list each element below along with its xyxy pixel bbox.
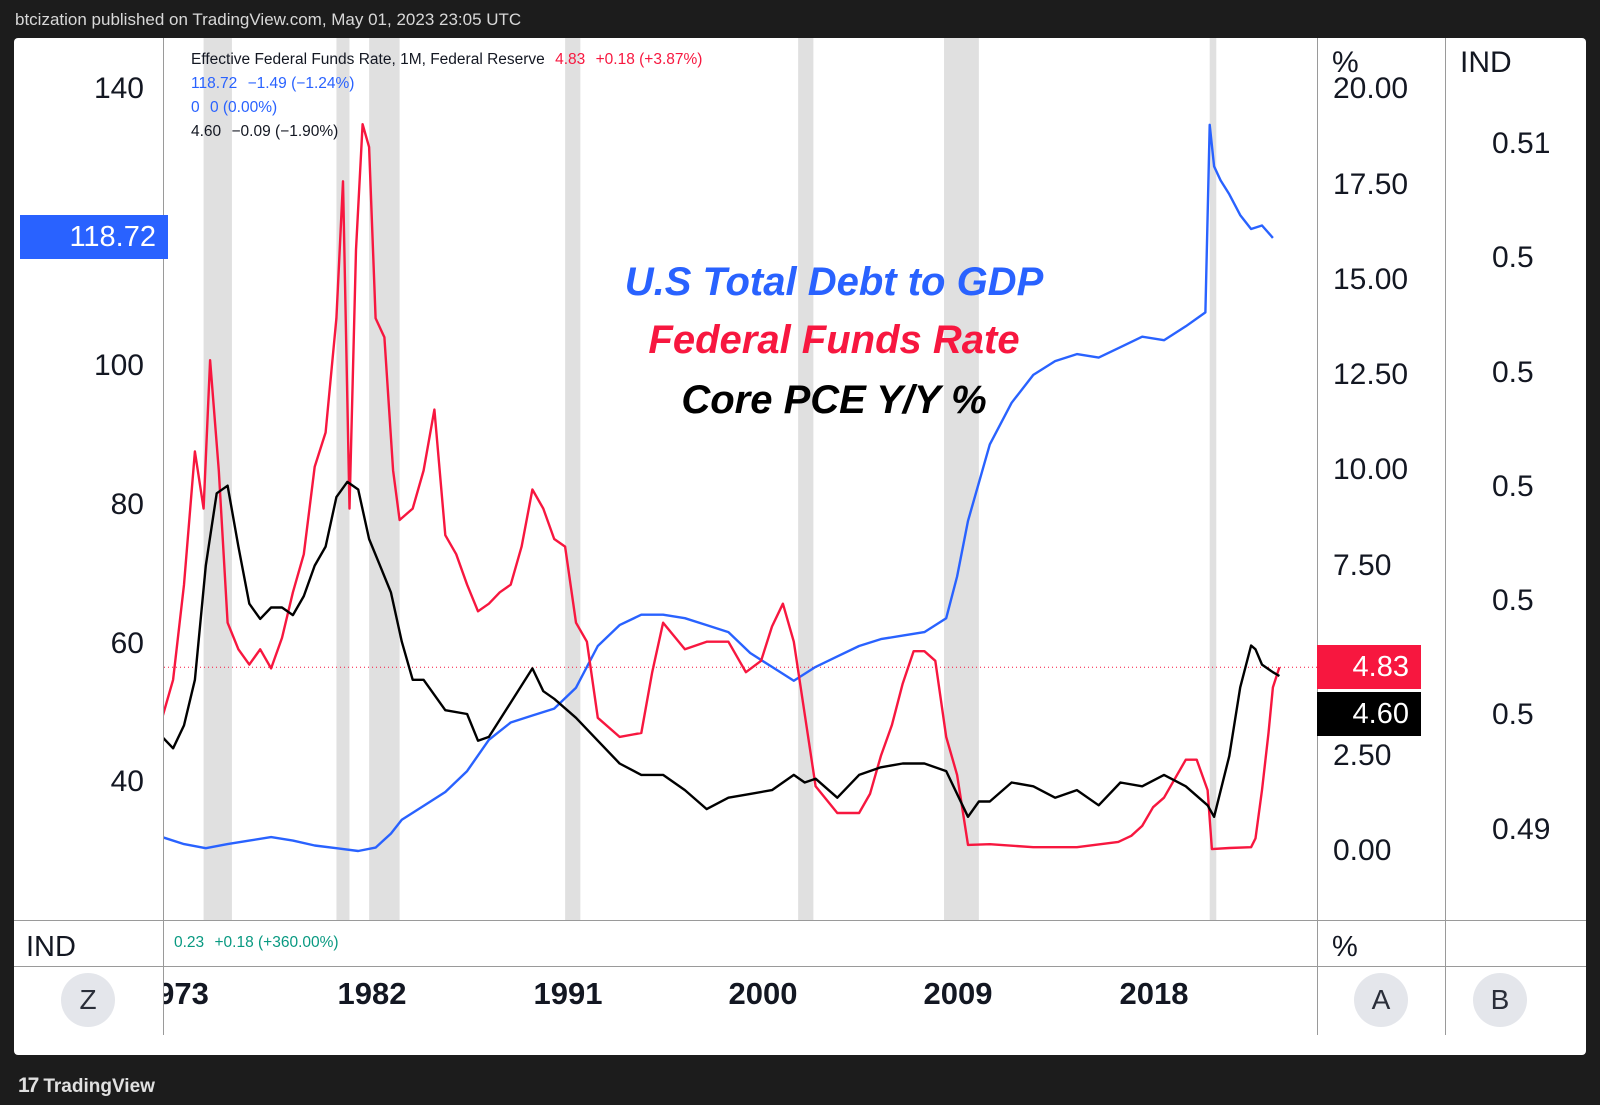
annotation-pce: Core PCE Y/Y % [681,378,987,422]
legend-debt-change: −1.49 (−1.24%) [247,75,355,92]
legend-zero-change: 0 (0.00%) [209,99,278,116]
recession-band-4 [565,38,581,920]
pane2-left-unit: IND [26,931,76,963]
right-tick-5: 0.5 [1492,698,1534,731]
right-tick-2: 0.5 [1492,356,1534,389]
right-tick-6: 0.49 [1492,813,1551,846]
legend-debt-value: 118.72 [191,75,238,92]
legend-pce-value: 4.60 [191,123,222,140]
x-tick-2009: 2009 [923,976,993,1011]
x-tick-1973: 973 [164,976,209,1011]
mid-tick-10: 10.00 [1333,453,1409,486]
x-tick-2018: 2018 [1119,976,1189,1011]
time-axis-divider [14,966,1586,967]
pane2-change: +0.18 (+360.00%) [214,934,339,951]
left-tick-40: 40 [110,765,144,798]
pane-divider [14,920,1586,921]
recession-band-6 [944,38,979,920]
recession-band-7 [1209,38,1217,920]
annotation-ffr: Federal Funds Rate [648,318,1020,362]
left-tick-140: 140 [93,72,144,105]
recession-band-2 [336,38,350,920]
tradingview-logo-icon: 17 [18,1074,39,1097]
right-tick-1: 0.5 [1492,241,1534,274]
mid-tick-0: 0.00 [1333,834,1392,867]
mid-axis-divider [1317,38,1318,1035]
mid-tick-20: 20.00 [1333,72,1409,105]
left-tick-80: 80 [110,488,144,521]
auto-scale-button[interactable]: A [1354,973,1408,1027]
chart-frame: Effective Federal Funds Rate, 1M, Federa… [14,38,1586,1055]
left-tick-60: 60 [110,627,144,660]
mid-axis-unit: % [1332,46,1359,79]
legend-zero-value: 0 [191,99,200,116]
pane2-mid-unit: % [1332,931,1358,963]
annotation-debt: U.S Total Debt to GDP [624,260,1044,304]
pce-price-label: 4.60 [1317,692,1421,736]
main-chart-plot[interactable] [164,38,1317,920]
legend-ffr-change: +0.18 (+3.87%) [595,51,703,68]
ffr-price-label: 4.83 [1317,645,1421,689]
mid-tick-12-5: 12.50 [1333,358,1409,391]
x-tick-1991: 1991 [533,976,603,1011]
mid-tick-2-5: 2.50 [1333,739,1392,772]
tradingview-footer: 17 TradingView [18,1074,155,1098]
pane2-legend: 0.23 +0.18 (+360.00%) [174,934,339,952]
debt-price-label: 118.72 [20,215,168,259]
legend-ffr-value: 4.83 [555,51,586,68]
legend-row-debt[interactable]: 118.72 −1.49 (−1.24%) [191,72,702,96]
left-tick-100: 100 [93,349,144,382]
x-tick-2000: 2000 [728,976,798,1011]
mid-tick-17-5: 17.50 [1333,168,1409,201]
mid-tick-15: 15.00 [1333,263,1409,296]
series-line-pce[interactable] [164,480,1281,818]
legend-row-zero[interactable]: 0 0 (0.00%) [191,96,702,120]
right-axis-divider [1445,38,1446,1035]
right-axis-unit: IND [1460,46,1512,79]
publisher-line: btcization published on TradingView.com,… [15,10,522,29]
footer-brand: TradingView [43,1076,155,1097]
recession-band-1 [203,38,232,920]
scale-mode-button[interactable]: B [1473,973,1527,1027]
legend-pce-change: −0.09 (−1.90%) [231,123,339,140]
zoom-reset-button[interactable]: Z [61,973,115,1027]
legend-ffr-title: Effective Federal Funds Rate, 1M, Federa… [191,51,545,68]
x-tick-1982: 1982 [337,976,407,1011]
right-tick-4: 0.5 [1492,584,1534,617]
mid-tick-7-5: 7.50 [1333,549,1392,582]
time-axis[interactable]: 973 1982 1991 2000 2009 2018 [164,966,1317,1055]
series-legend: Effective Federal Funds Rate, 1M, Federa… [191,48,702,144]
left-axis-divider [163,38,164,1035]
legend-row-pce[interactable]: 4.60 −0.09 (−1.90%) [191,120,702,144]
series-line-debt[interactable] [164,123,1274,853]
right-tick-3: 0.5 [1492,470,1534,503]
pane2-value: 0.23 [174,934,205,951]
right-tick-0: 0.51 [1492,127,1551,160]
series-line-ffr[interactable] [164,123,1281,851]
legend-row-ffr[interactable]: Effective Federal Funds Rate, 1M, Federa… [191,48,702,72]
recession-band-5 [798,38,814,920]
